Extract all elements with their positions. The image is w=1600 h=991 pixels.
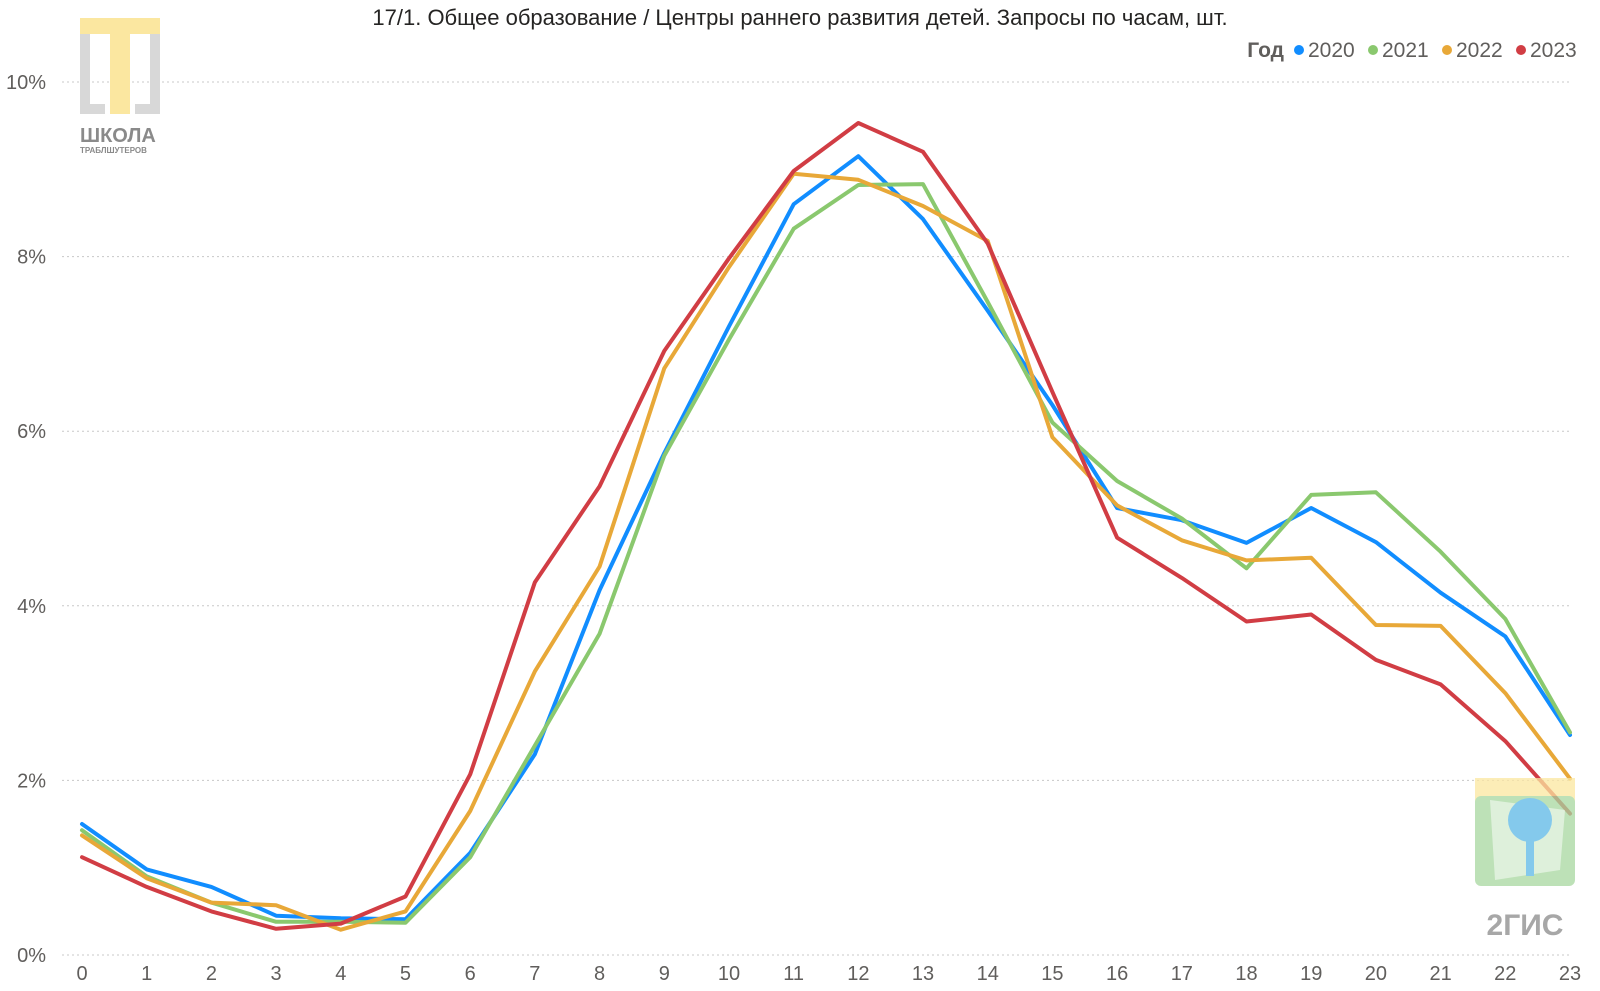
- x-tick-label: 13: [912, 963, 934, 985]
- x-tick-label: 20: [1365, 963, 1387, 985]
- legend-item-2023[interactable]: 2023: [1516, 39, 1577, 62]
- legend-item-2020[interactable]: 2020: [1294, 39, 1355, 62]
- legend-label: 2022: [1456, 39, 1503, 62]
- x-tick-label: 7: [529, 963, 540, 985]
- x-tick-label: 10: [718, 963, 740, 985]
- x-tick-label: 18: [1235, 963, 1257, 985]
- legend-item-2021[interactable]: 2021: [1368, 39, 1429, 62]
- legend-item-2022[interactable]: 2022: [1442, 39, 1503, 62]
- series-line-2023: [80, 121, 1572, 931]
- x-tick-label: 2: [206, 963, 217, 985]
- legend-marker: [1516, 45, 1526, 55]
- legend-label: 2021: [1382, 39, 1429, 62]
- x-tick-label: 4: [335, 963, 346, 985]
- x-tick-label: 11: [783, 963, 804, 985]
- grid-lines: [62, 81, 1570, 956]
- y-tick-label: 0%: [17, 945, 46, 967]
- x-tick-label: 15: [1041, 963, 1063, 985]
- x-tick-label: 5: [400, 963, 411, 985]
- x-tick-label: 22: [1494, 963, 1516, 985]
- x-tick-label: 1: [141, 963, 152, 985]
- x-tick-label: 12: [847, 963, 869, 985]
- x-tick-label: 19: [1300, 963, 1322, 985]
- x-tick-label: 16: [1106, 963, 1128, 985]
- x-tick-label: 14: [977, 963, 999, 985]
- legend-marker: [1294, 45, 1304, 55]
- y-tick-label: 10%: [6, 72, 46, 94]
- y-axis-ticks: 0% 2% 4% 6% 8% 10%: [6, 72, 46, 967]
- legend: Год 2020 2021 2022 2023: [1247, 39, 1576, 62]
- x-tick-label: 17: [1171, 963, 1193, 985]
- chart-title: 17/1. Общее образование / Центры раннего…: [372, 5, 1227, 30]
- series-line-2020: [80, 154, 1572, 922]
- series-line-2022: [80, 171, 1572, 932]
- y-tick-label: 8%: [17, 247, 46, 269]
- legend-label: 2023: [1530, 39, 1577, 62]
- 2gis-logo-icon: 2ГИС: [1475, 778, 1575, 942]
- school-logo-subtext: ТРАБЛШУТЕРОВ: [80, 146, 147, 155]
- x-axis-ticks: 0 1 2 3 4 5 6 7 8 9 10 11 12 13 14 15 16 17 18 19 20 21 22 23: [76, 963, 1581, 985]
- legend-marker: [1368, 45, 1378, 55]
- x-tick-label: 9: [659, 963, 670, 985]
- x-tick-label: 0: [76, 963, 87, 985]
- y-tick-label: 6%: [17, 421, 46, 443]
- series-lines: [80, 121, 1572, 932]
- school-logo-text: ШКОЛА: [80, 125, 156, 147]
- legend-label: 2020: [1308, 39, 1355, 62]
- x-tick-label: 6: [465, 963, 476, 985]
- series-line-2021: [80, 182, 1572, 925]
- legend-marker: [1442, 45, 1452, 55]
- x-tick-label: 8: [594, 963, 605, 985]
- y-tick-label: 4%: [17, 596, 46, 618]
- legend-title: Год: [1247, 39, 1284, 62]
- x-tick-label: 3: [271, 963, 282, 985]
- 2gis-logo-text: 2ГИС: [1487, 909, 1564, 942]
- school-logo-icon: ШКОЛА ТРАБЛШУТЕРОВ: [80, 18, 160, 155]
- y-tick-label: 2%: [17, 770, 46, 792]
- x-tick-label: 23: [1559, 963, 1581, 985]
- x-tick-label: 21: [1429, 963, 1451, 985]
